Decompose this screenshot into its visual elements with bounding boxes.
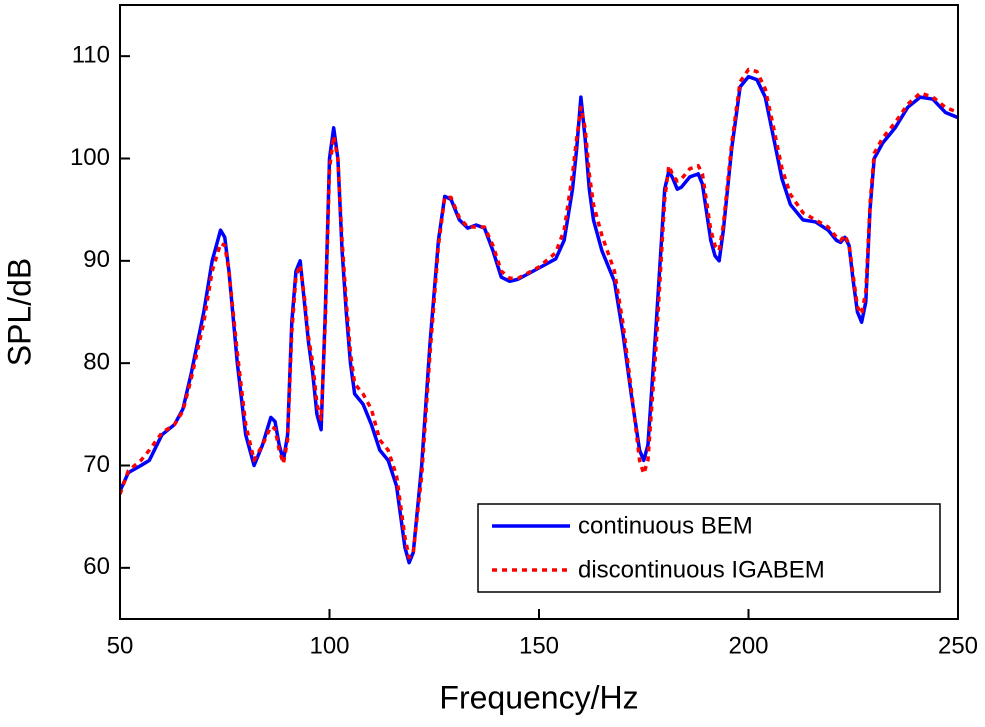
y-tick-label: 90 xyxy=(83,246,110,273)
x-axis-label: Frequency/Hz xyxy=(439,679,638,715)
legend-label: continuous BEM xyxy=(578,512,753,539)
y-axis-label: SPL/dB xyxy=(1,258,37,367)
y-tick-label: 80 xyxy=(83,349,110,376)
plot-frame xyxy=(119,4,959,620)
x-tick-label: 50 xyxy=(107,632,134,659)
legend-box xyxy=(477,503,941,593)
x-tick-label: 100 xyxy=(309,632,349,659)
x-tick-label: 250 xyxy=(938,632,978,659)
x-tick-label: 200 xyxy=(728,632,768,659)
y-tick-label: 70 xyxy=(83,451,110,478)
legend-label: discontinuous IGABEM xyxy=(578,556,825,583)
x-tick-label: 150 xyxy=(519,632,559,659)
series-line xyxy=(120,74,958,565)
y-tick-label: 100 xyxy=(70,144,110,171)
y-tick-label: 110 xyxy=(72,42,110,69)
series-line xyxy=(120,67,958,560)
y-tick-label: 60 xyxy=(83,553,110,580)
